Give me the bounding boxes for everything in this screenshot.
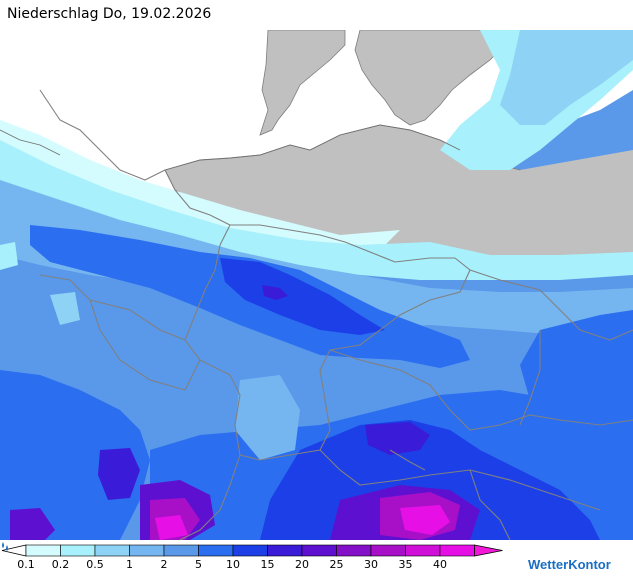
legend-tick-label: 25 — [329, 558, 344, 571]
country-borders — [39, 89, 633, 540]
legend-swatch — [301, 544, 337, 557]
map-canvas — [0, 30, 633, 540]
map-title: Niederschlag Do, 19.02.2026 — [7, 6, 212, 22]
legend-tick-label: 2 — [160, 558, 168, 571]
legend-swatch — [163, 544, 199, 557]
precipitation-map — [0, 30, 633, 540]
legend-swatch — [198, 544, 234, 557]
precip-15-sw — [98, 448, 140, 500]
precip-15-spot — [262, 285, 288, 300]
legend-tick-label: 5 — [195, 558, 202, 571]
legend-swatch — [129, 544, 165, 557]
precip-15-south — [365, 422, 430, 455]
precip-1-patch-west — [50, 292, 80, 325]
precip-1-band — [0, 180, 633, 335]
legend-tick-label: 0.1 — [17, 558, 35, 571]
legend-swatch — [232, 544, 268, 557]
legend-tick-label: 0.2 — [51, 558, 70, 571]
legend-tick-label: 15 — [260, 558, 275, 571]
legend-swatch — [25, 544, 61, 557]
wetterkontor-drops-icon — [2, 542, 8, 551]
land-scandinavia — [259, 30, 346, 136]
legend-tick-label: 40 — [433, 558, 447, 571]
legend-swatch — [405, 544, 441, 557]
precip-2-patch-center — [235, 375, 300, 460]
legend-swatch — [60, 544, 96, 557]
legend-tick-label: 30 — [364, 558, 378, 571]
legend-tick-label: 1 — [126, 558, 133, 571]
legend-tick-label: 20 — [295, 558, 309, 571]
precip-0.5-ne — [500, 30, 633, 125]
legend-swatch — [336, 544, 372, 557]
precip-40-sw — [155, 515, 188, 540]
legend-tick-label: 0.5 — [86, 558, 104, 571]
precip-0.5-patch — [0, 242, 18, 270]
legend-swatch — [94, 544, 130, 557]
legend-tick-label: 35 — [398, 558, 413, 571]
precip-20-w — [10, 508, 55, 540]
legend-tick-label: 10 — [226, 558, 240, 571]
land-east — [520, 150, 633, 262]
legend-color-bar — [1, 544, 503, 557]
precip-10-core — [220, 258, 385, 335]
coastlines — [0, 124, 461, 171]
precip-40-south — [400, 505, 450, 535]
legend-swatch — [370, 544, 406, 557]
brand-logo-text: WetterKontor — [528, 557, 611, 572]
legend-swatch — [267, 544, 303, 557]
legend-overflow-arrow — [474, 544, 503, 557]
precipitation-legend: 0.1 0.2 0.5 1 2 5 10 15 20 25 30 35 40 WetterKontor — [0, 541, 633, 580]
legend-swatch — [439, 544, 475, 557]
precip-0.2-band — [0, 140, 633, 280]
